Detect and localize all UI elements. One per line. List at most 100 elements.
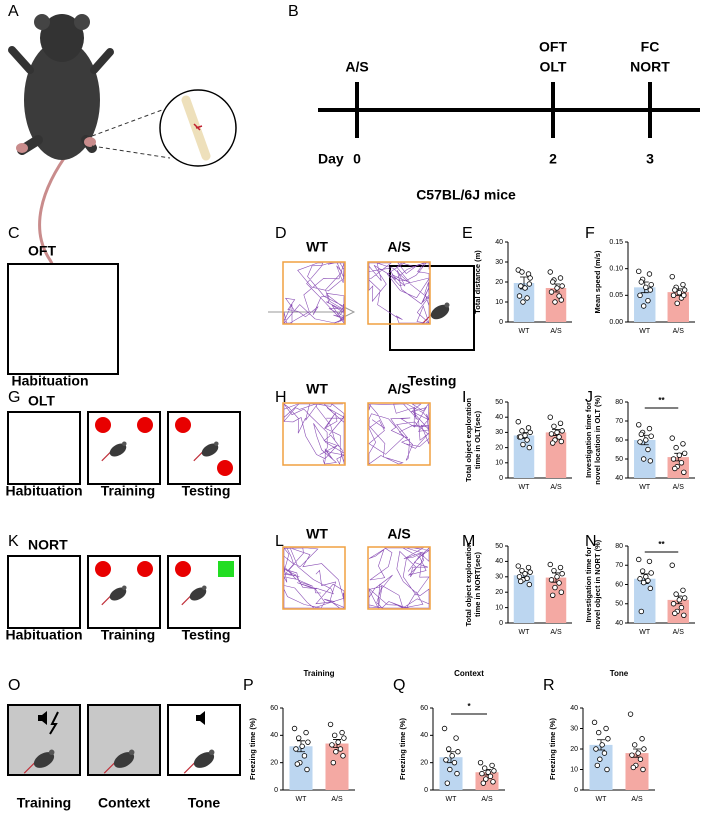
data-point [335,739,341,745]
y-tick-label: 40 [615,475,623,482]
x-tick-label: WT [639,629,651,636]
chart-title: Context [454,669,484,678]
data-point [597,756,603,762]
data-point [485,769,491,775]
data-point [603,725,609,732]
data-point [681,450,688,456]
data-point [670,601,677,607]
data-point [604,766,610,773]
data-point [638,608,645,615]
data-point [681,469,687,475]
arena [7,555,81,629]
track-path [368,547,430,609]
data-point [516,293,523,299]
test-label: FC [641,39,660,55]
data-point [487,773,494,780]
y-tick-label: 10 [495,299,503,306]
x-tick-label: WT [296,796,308,803]
y-axis-label: time in OLT(sec) [473,410,482,469]
track-label: WT [306,239,328,255]
data-point [636,422,642,428]
mouse-ear [208,749,215,756]
mouse-illustration [8,14,114,280]
data-point [637,576,643,582]
object-circle [95,417,111,433]
data-point [547,561,553,568]
data-point [548,431,555,437]
data-point [329,742,335,748]
data-point [526,444,533,451]
mouse-body [33,752,55,768]
y-tick-label: 80 [615,399,623,406]
schematic-label: Habituation [6,483,83,499]
day-number: 3 [646,151,654,167]
track-label: A/S [387,381,410,397]
x-tick-label: A/S [550,629,562,636]
data-point [294,761,301,767]
panel-letter: P [243,677,254,694]
data-point [631,742,638,748]
data-point [645,297,651,304]
speaker-icon [196,711,205,725]
data-point [629,752,635,758]
arena [389,265,475,351]
x-tick-label: A/S [481,796,493,803]
panel-letter: N [585,533,597,550]
data-point [647,287,654,293]
track-arena [282,402,346,466]
day-number: 0 [353,151,361,167]
schematic-label: Training [101,627,155,643]
bar [589,744,613,790]
data-point [548,577,555,583]
data-point [648,281,654,288]
data-point [637,439,643,445]
track-path [368,262,430,324]
data-point [447,766,453,773]
data-point [522,571,528,577]
data-point [293,746,299,752]
y-axis-label: novel object in NORT (%) [593,539,602,629]
data-point [643,284,649,291]
data-point [670,292,677,299]
data-point [645,577,651,584]
x-tick-label: WT [639,328,651,335]
schematic-label: Habituation [6,627,83,643]
data-point [680,587,686,593]
data-point [643,437,649,443]
shock-icon [49,711,59,735]
data-point [547,414,553,420]
test-label: A/S [345,59,368,75]
mouse-body [201,443,219,457]
data-point [525,425,532,431]
timeline-caption: C57BL/6J mice [416,187,516,203]
track-arena [282,546,346,610]
data-point [519,269,525,275]
y-tick-label: 10 [570,766,578,773]
y-tick-label: 0.05 [609,292,623,299]
mouse-ear [122,585,127,590]
y-axis-label: Total object exploration [464,542,473,626]
x-tick-label: A/S [673,484,685,491]
data-point [640,766,646,773]
data-point [443,757,449,763]
y-axis-label: Investigation time for [584,546,593,622]
data-point [678,460,685,466]
x-tick-label: A/S [631,796,643,803]
object-circle [137,561,153,577]
data-point [678,604,685,611]
data-point [527,429,533,436]
data-point [550,279,556,285]
panel-letter: R [543,677,555,694]
data-point [441,725,448,732]
data-point [295,735,302,741]
data-point [674,300,680,307]
x-tick-label: A/S [673,328,685,335]
bar [634,578,656,623]
schematic-label: Testing [408,373,457,389]
schematic-label: Training [17,795,71,811]
data-point [554,429,560,436]
day-label: Day [318,151,344,167]
object-circle [217,460,233,476]
data-point [636,268,642,275]
